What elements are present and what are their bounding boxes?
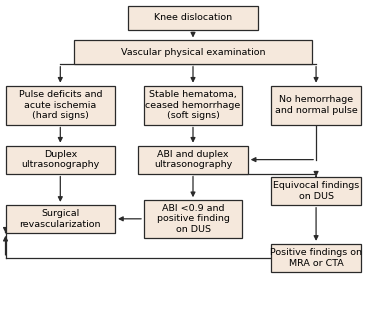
Text: Vascular physical examination: Vascular physical examination <box>121 48 265 57</box>
FancyBboxPatch shape <box>271 244 361 272</box>
Text: ABI and duplex
ultrasonography: ABI and duplex ultrasonography <box>154 150 232 170</box>
Text: Pulse deficits and
acute ischemia
(hard signs): Pulse deficits and acute ischemia (hard … <box>19 90 102 120</box>
FancyBboxPatch shape <box>5 146 115 174</box>
FancyBboxPatch shape <box>128 6 258 29</box>
Text: Equivocal findings
on DUS: Equivocal findings on DUS <box>273 181 359 201</box>
FancyBboxPatch shape <box>271 86 361 125</box>
Text: Stable hematoma,
ceased hemorrhage
(soft signs): Stable hematoma, ceased hemorrhage (soft… <box>146 90 240 120</box>
Text: ABI <0.9 and
positive finding
on DUS: ABI <0.9 and positive finding on DUS <box>157 203 229 234</box>
Text: Knee dislocation: Knee dislocation <box>154 13 232 22</box>
FancyBboxPatch shape <box>144 200 242 238</box>
FancyBboxPatch shape <box>144 86 242 125</box>
FancyBboxPatch shape <box>138 146 248 174</box>
Text: Positive findings on
MRA or CTA: Positive findings on MRA or CTA <box>270 248 362 268</box>
Text: Surgical
revascularization: Surgical revascularization <box>20 209 101 229</box>
FancyBboxPatch shape <box>74 40 312 64</box>
Text: No hemorrhage
and normal pulse: No hemorrhage and normal pulse <box>275 95 357 115</box>
FancyBboxPatch shape <box>5 86 115 125</box>
Text: Duplex
ultrasonography: Duplex ultrasonography <box>21 150 100 170</box>
FancyBboxPatch shape <box>5 205 115 233</box>
FancyBboxPatch shape <box>271 177 361 205</box>
